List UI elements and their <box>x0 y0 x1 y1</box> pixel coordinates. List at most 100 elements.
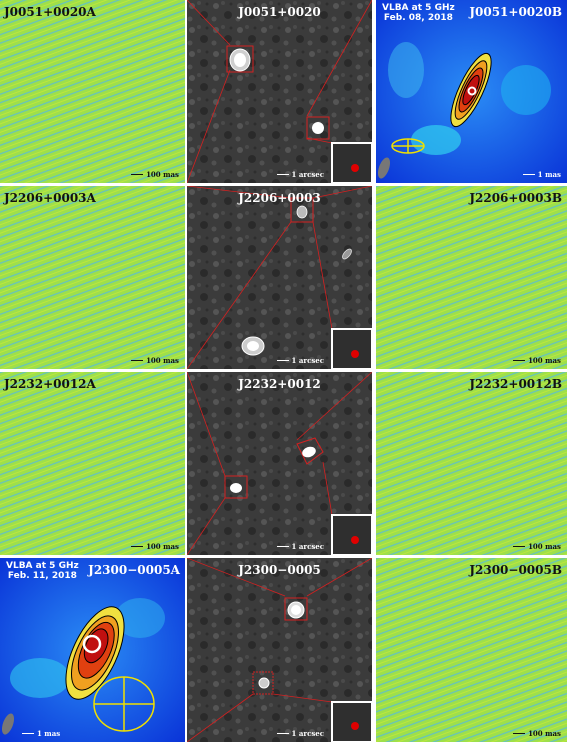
noise-map <box>376 186 567 369</box>
panel-title: J2232+0012B <box>469 377 562 391</box>
panel-r3-b: J2232+0012B 100 mas <box>376 372 567 555</box>
scale-bar: 100 mas <box>513 356 561 365</box>
noise-map <box>0 372 185 555</box>
peak-marker <box>82 634 102 654</box>
scale-label: 1 arcsec <box>291 170 324 179</box>
zoom-line <box>306 0 372 117</box>
zoom-line <box>187 186 292 199</box>
scale-label: 1 mas <box>537 170 561 179</box>
zoom-line <box>272 693 333 703</box>
panel-r3-optical: J2232+0012 1 arcsec <box>187 372 372 555</box>
observation-label: VLBA at 5 GHz Feb. 11, 2018 <box>6 561 79 581</box>
scale-label: 100 mas <box>146 542 179 551</box>
panel-title: J2300−0005A <box>88 563 180 577</box>
panel-r4-optical: J2300−0005 1 arcsec <box>187 558 372 742</box>
beam-ellipse <box>351 350 359 358</box>
zoom-line <box>187 558 286 597</box>
scale-bar: 1 mas <box>22 729 60 738</box>
restoring-beam <box>391 138 425 154</box>
zoom-line <box>306 558 372 597</box>
panel-title: J2300−0005B <box>469 563 562 577</box>
panel-title: J2232+0012A <box>4 377 96 391</box>
zoom-line <box>187 693 254 742</box>
scale-bar: 100 mas <box>131 356 179 365</box>
panel-title: J0051+0020 <box>238 5 321 19</box>
restoring-beam <box>93 676 155 732</box>
zoom-line <box>187 69 231 183</box>
target-box <box>306 116 330 140</box>
panel-r3-a: J2232+0012A 100 mas <box>0 372 185 555</box>
observation-label: VLBA at 5 GHz Feb. 08, 2018 <box>382 3 455 23</box>
source-contours <box>229 48 324 134</box>
target-box <box>224 475 248 499</box>
scale-bar: 100 mas <box>513 542 561 551</box>
scale-label: 100 mas <box>146 170 179 179</box>
panel-r2-optical: J2206+0003 1 arcsec <box>187 186 372 369</box>
panel-title: J0051+0020A <box>4 5 96 19</box>
peak-marker <box>467 86 477 96</box>
panel-r1-b: VLBA at 5 GHz Feb. 08, 2018 J0051+0020B 1… <box>376 0 567 183</box>
panel-title: J0051+0020B <box>469 5 562 19</box>
scale-bar: 1 arcsec <box>276 729 324 738</box>
panel-title: J2206+0003A <box>4 191 96 205</box>
panel-r4-b: J2300−0005B 100 mas <box>376 558 567 742</box>
beam-ellipse <box>1 713 15 735</box>
zoom-line <box>187 221 292 369</box>
beam-inset <box>331 142 372 183</box>
zoom-line <box>296 372 372 441</box>
scale-bar: 1 arcsec <box>276 170 324 179</box>
panel-title: J2300−0005 <box>238 563 321 577</box>
scale-label: 1 arcsec <box>291 356 324 365</box>
beam-ellipse <box>351 164 359 172</box>
panel-r2-b: J2206+0003B 100 mas <box>376 186 567 369</box>
scale-bar: 100 mas <box>131 542 179 551</box>
source-contours <box>258 601 305 689</box>
panel-title: J2232+0012 <box>238 377 321 391</box>
zoom-line <box>187 372 226 477</box>
scale-label: 1 arcsec <box>291 729 324 738</box>
optical-map <box>187 186 372 369</box>
zoom-line <box>312 221 333 330</box>
beam-ellipse <box>377 157 391 179</box>
scale-label: 100 mas <box>528 542 561 551</box>
target-box <box>284 597 308 621</box>
source-contours <box>450 52 492 128</box>
zoom-line <box>187 0 231 46</box>
zoom-line <box>312 186 372 199</box>
scale-label: 100 mas <box>528 356 561 365</box>
noise-map <box>376 372 567 555</box>
panel-r4-a: VLBA at 5 GHz Feb. 11, 2018 J2300−0005A 1… <box>0 558 185 742</box>
zoom-line <box>187 497 226 555</box>
panel-title: J2206+0003 <box>238 191 321 205</box>
noise-map <box>376 558 567 742</box>
scale-bar: 1 arcsec <box>276 542 324 551</box>
panel-r1-optical: J0051+0020 1 arcsec <box>187 0 372 183</box>
scale-label: 1 mas <box>37 729 61 738</box>
scale-label: 1 arcsec <box>291 542 324 551</box>
target-box <box>226 45 254 73</box>
vlba-map <box>376 0 567 183</box>
panel-title: J2206+0003B <box>469 191 562 205</box>
source-contours <box>241 205 352 356</box>
optical-map <box>187 0 372 183</box>
noise-map <box>0 186 185 369</box>
beam-inset <box>331 701 372 742</box>
scale-bar: 100 mas <box>513 729 561 738</box>
beam-inset <box>331 328 372 369</box>
panel-r2-a: J2206+0003A 100 mas <box>0 186 185 369</box>
target-box <box>290 197 314 223</box>
target-box <box>252 671 274 695</box>
source-contours <box>230 446 316 493</box>
noise-map <box>0 0 185 183</box>
scale-label: 100 mas <box>146 356 179 365</box>
scale-bar: 1 arcsec <box>276 356 324 365</box>
scale-label: 100 mas <box>528 729 561 738</box>
scale-bar: 100 mas <box>131 170 179 179</box>
target-box <box>296 437 324 465</box>
beam-ellipse <box>351 722 359 730</box>
vlba-map <box>0 558 185 742</box>
scale-bar: 1 mas <box>522 170 561 179</box>
beam-ellipse <box>351 536 359 544</box>
zoom-line <box>322 461 333 516</box>
optical-map <box>187 372 372 555</box>
